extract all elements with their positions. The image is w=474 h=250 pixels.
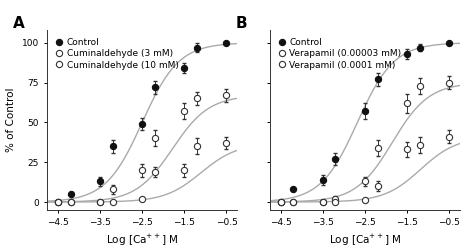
Verapamil (0.00003 mM): [417, 84, 423, 87]
Control: [68, 192, 73, 196]
Control: [194, 46, 200, 49]
Cuminaldehyde (10 mM): [139, 197, 145, 200]
Control: [417, 46, 423, 49]
Cuminaldehyde (10 mM): [55, 200, 61, 203]
Control: [278, 200, 283, 203]
Verapamil (0.00003 mM): [447, 81, 452, 84]
Line: Verapamil (0.0001 mM): Verapamil (0.0001 mM): [278, 134, 452, 205]
Verapamil (0.0001 mM): [278, 200, 283, 203]
Cuminaldehyde (3 mM): [194, 97, 200, 100]
Verapamil (0.0001 mM): [320, 200, 326, 203]
Cuminaldehyde (3 mM): [224, 94, 229, 97]
Control: [152, 86, 158, 89]
Y-axis label: % of Control: % of Control: [6, 88, 16, 152]
Line: Cuminaldehyde (3 mM): Cuminaldehyde (3 mM): [55, 92, 229, 205]
Legend: Control, Cuminaldehyde (3 mM), Cuminaldehyde (10 mM): Control, Cuminaldehyde (3 mM), Cuminalde…: [56, 38, 178, 70]
Cuminaldehyde (10 mM): [110, 200, 116, 203]
Cuminaldehyde (3 mM): [110, 188, 116, 191]
Control: [224, 41, 229, 44]
Verapamil (0.0001 mM): [447, 135, 452, 138]
Control: [182, 67, 187, 70]
Verapamil (0.00003 mM): [333, 197, 338, 200]
Line: Control: Control: [278, 40, 452, 205]
Verapamil (0.00003 mM): [278, 200, 283, 203]
X-axis label: Log [Ca$^{++}$] M: Log [Ca$^{++}$] M: [106, 233, 178, 248]
Verapamil (0.0001 mM): [404, 148, 410, 151]
X-axis label: Log [Ca$^{++}$] M: Log [Ca$^{++}$] M: [329, 233, 401, 248]
Verapamil (0.00003 mM): [291, 200, 296, 203]
Control: [404, 52, 410, 56]
Verapamil (0.00003 mM): [375, 146, 381, 150]
Verapamil (0.0001 mM): [333, 200, 338, 203]
Cuminaldehyde (3 mM): [68, 200, 73, 203]
Verapamil (0.00003 mM): [404, 102, 410, 105]
Verapamil (0.0001 mM): [362, 199, 368, 202]
Control: [110, 145, 116, 148]
Cuminaldehyde (3 mM): [152, 137, 158, 140]
Control: [320, 178, 326, 181]
Cuminaldehyde (3 mM): [182, 110, 187, 113]
Line: Cuminaldehyde (10 mM): Cuminaldehyde (10 mM): [55, 140, 229, 205]
Control: [97, 180, 103, 183]
Cuminaldehyde (10 mM): [182, 169, 187, 172]
Text: B: B: [236, 16, 248, 30]
Control: [375, 78, 381, 81]
Line: Control: Control: [55, 40, 229, 205]
Cuminaldehyde (10 mM): [68, 200, 73, 203]
Verapamil (0.0001 mM): [291, 200, 296, 203]
Cuminaldehyde (10 mM): [194, 145, 200, 148]
Control: [333, 158, 338, 160]
Line: Verapamil (0.00003 mM): Verapamil (0.00003 mM): [278, 80, 452, 205]
Cuminaldehyde (3 mM): [97, 200, 103, 203]
Cuminaldehyde (3 mM): [139, 169, 145, 172]
Verapamil (0.0001 mM): [375, 184, 381, 188]
Verapamil (0.0001 mM): [417, 143, 423, 146]
Text: A: A: [13, 16, 25, 30]
Cuminaldehyde (10 mM): [97, 200, 103, 203]
Control: [447, 41, 452, 44]
Control: [362, 110, 368, 113]
Verapamil (0.00003 mM): [320, 200, 326, 203]
Control: [139, 122, 145, 126]
Cuminaldehyde (10 mM): [152, 170, 158, 173]
Cuminaldehyde (10 mM): [224, 142, 229, 144]
Control: [291, 188, 296, 191]
Legend: Control, Verapamil (0.00003 mM), Verapamil (0.0001 mM): Control, Verapamil (0.00003 mM), Verapam…: [279, 38, 401, 70]
Control: [55, 200, 61, 203]
Cuminaldehyde (3 mM): [55, 200, 61, 203]
Verapamil (0.00003 mM): [362, 180, 368, 183]
